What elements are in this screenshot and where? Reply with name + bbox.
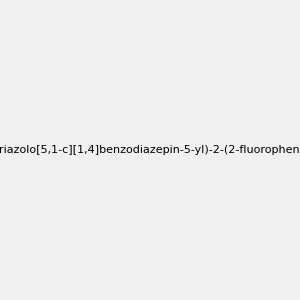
Text: 1-(4,10-Dihydrotriazolo[5,1-c][1,4]benzodiazepin-5-yl)-2-(2-fluorophenoxy)butan-: 1-(4,10-Dihydrotriazolo[5,1-c][1,4]benzo… <box>0 145 300 155</box>
